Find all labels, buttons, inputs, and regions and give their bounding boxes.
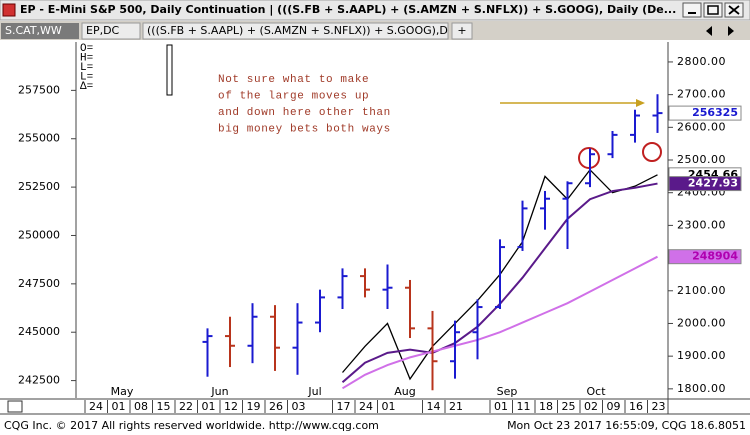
last-price-label: 256325 <box>692 106 738 119</box>
tab-label: S.CAT,WW <box>5 24 62 37</box>
last-price-label-box <box>668 105 742 121</box>
y-tick-label: 247500 <box>18 277 60 290</box>
y2-tick-label: 1800.00 <box>677 382 726 395</box>
tab[interactable] <box>142 22 449 40</box>
x-tick-label: 02 <box>584 400 598 413</box>
x-tick-label: 24 <box>359 400 373 413</box>
info-label: Δ= <box>80 81 93 93</box>
scroll-left-button[interactable] <box>706 26 712 36</box>
window-title: EP - E-Mini S&P 500, Daily Continuation … <box>20 3 676 16</box>
add-tab-button[interactable] <box>451 22 473 40</box>
x-tick-label: 18 <box>539 400 553 413</box>
x-tick-label: 25 <box>562 400 576 413</box>
month-label: Sep <box>497 385 518 398</box>
month-label: Aug <box>394 385 415 398</box>
info-label: O= <box>80 43 93 55</box>
tab[interactable] <box>1 23 79 39</box>
y2-tick-label: 2000.00 <box>677 316 726 329</box>
x-tick-label: 17 <box>337 400 351 413</box>
y-tick-label: 242500 <box>18 374 60 387</box>
y2-tick-label: 2500.00 <box>677 153 726 166</box>
tab-label: EP,DC <box>86 24 120 37</box>
x-tick-label: 24 <box>89 400 103 413</box>
y-tick-label: 257500 <box>18 83 60 96</box>
x-tick-label: 01 <box>112 400 126 413</box>
x-tick-label: 16 <box>629 400 643 413</box>
x-tick-label: 15 <box>157 400 171 413</box>
minimize-button[interactable] <box>682 2 702 18</box>
x-tick-label: 26 <box>269 400 283 413</box>
y2-tick-label: 2800.00 <box>677 55 726 68</box>
x-tick-label: 11 <box>517 400 531 413</box>
x-tick-label: 03 <box>292 400 306 413</box>
last-value-label: 248904 <box>692 250 738 263</box>
info-label: L= <box>80 71 93 83</box>
y-tick-label: 255000 <box>18 132 60 145</box>
line-series <box>341 255 658 390</box>
x-tick-label: 22 <box>179 400 193 413</box>
tab[interactable] <box>81 22 141 40</box>
x-tick-label: 01 <box>202 400 216 413</box>
x-tick-label: 01 <box>382 400 396 413</box>
last-value-label: 2427.93 <box>688 177 738 190</box>
y2-tick-label: 2100.00 <box>677 284 726 297</box>
info-label: L= <box>80 62 93 74</box>
cursor-box <box>166 44 173 96</box>
x-tick-label: 08 <box>134 400 148 413</box>
y2-tick-label: 2700.00 <box>677 88 726 101</box>
annotation-text: big money bets both ways <box>218 123 391 135</box>
y2-tick-label: 2300.00 <box>677 218 726 231</box>
x-tick-label: 23 <box>652 400 666 413</box>
y-tick-label: 245000 <box>18 325 60 338</box>
annotation-text: of the large moves up <box>218 90 369 102</box>
add-tab-label: + <box>457 24 466 37</box>
x-tick-label: 01 <box>494 400 508 413</box>
x-tick-label: 09 <box>607 400 621 413</box>
close-icon <box>728 5 740 15</box>
y2-tick-label: 2600.00 <box>677 120 726 133</box>
title-bar <box>0 0 750 21</box>
annotation-arrowhead <box>636 99 645 107</box>
x-tick-label: 12 <box>224 400 238 413</box>
month-label: May <box>111 385 134 398</box>
axis-toggle[interactable] <box>7 400 23 413</box>
y2-tick-label: 1900.00 <box>677 349 726 362</box>
y-tick-label: 252500 <box>18 180 60 193</box>
last-value-label-box <box>668 176 742 192</box>
month-label: Jun <box>210 385 228 398</box>
info-label: H= <box>80 52 93 64</box>
last-value-label-box <box>668 249 742 265</box>
footer-timestamp: Mon Oct 23 2017 16:55:09, CQG 18.6.8051 <box>507 419 746 432</box>
y-tick-label: 250000 <box>18 228 60 241</box>
footer-copyright: CQG Inc. © 2017 All rights reserved worl… <box>4 419 379 432</box>
annotation-text: and down here other than <box>218 107 391 119</box>
month-label: Oct <box>586 385 606 398</box>
scroll-right-button[interactable] <box>728 26 734 36</box>
x-tick-label: 19 <box>247 400 261 413</box>
month-label: Jul <box>307 385 321 398</box>
maximize-button[interactable] <box>703 2 723 18</box>
app-icon[interactable] <box>2 3 16 17</box>
maximize-icon <box>707 5 719 15</box>
annotation-text: Not sure what to make <box>218 74 369 86</box>
x-tick-label: 14 <box>427 400 441 413</box>
x-tick-label: 21 <box>449 400 463 413</box>
highlight-circle <box>642 142 662 162</box>
tab-label: (((S.FB + S.AAPL) + (S.AMZN + S.NFLX)) +… <box>147 24 448 37</box>
